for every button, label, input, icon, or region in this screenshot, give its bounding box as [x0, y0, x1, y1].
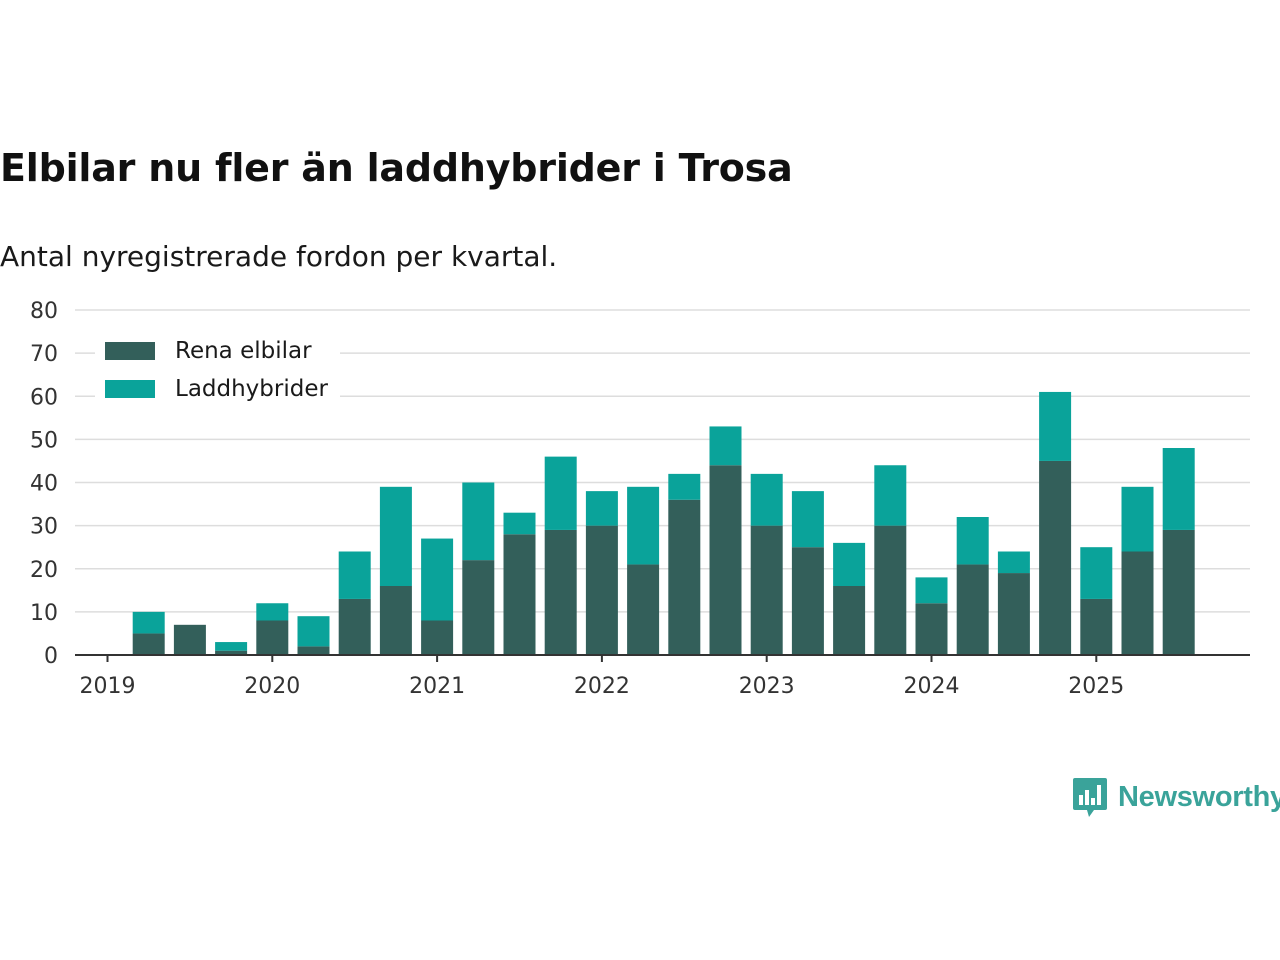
- legend-swatch-rena-elbilar: [105, 342, 155, 360]
- bar-rena-elbilar-6: [338, 598, 371, 655]
- bar-laddhybrider-1: [132, 611, 165, 634]
- newsworthy-logo[interactable]: Newsworthy: [1072, 776, 1280, 818]
- legend-item-rena-elbilar: Rena elbilar: [105, 332, 328, 370]
- bar-rena-elbilar-8: [421, 620, 454, 655]
- bar-rena-elbilar-11: [544, 529, 577, 655]
- x-tick-label-2021: 2021: [409, 674, 465, 699]
- y-tick-label-30: 30: [30, 515, 58, 540]
- chart-legend: Rena elbilar Laddhybrider: [95, 328, 340, 414]
- bar-laddhybrider-26: [1162, 448, 1195, 530]
- bar-laddhybrider-9: [462, 482, 495, 561]
- bar-laddhybrider-12: [585, 491, 618, 526]
- x-tick-label-2020: 2020: [244, 674, 300, 699]
- bar-laddhybrider-3: [215, 642, 248, 651]
- bar-laddhybrider-6: [338, 551, 371, 599]
- bar-rena-elbilar-9: [462, 560, 495, 655]
- bar-rena-elbilar-23: [1039, 460, 1072, 655]
- bar-laddhybrider-19: [874, 465, 907, 526]
- bar-laddhybrider-11: [544, 456, 577, 530]
- bar-rena-elbilar-21: [956, 564, 989, 655]
- bar-laddhybrider-20: [915, 577, 948, 604]
- bar-laddhybrider-4: [256, 603, 289, 621]
- bar-rena-elbilar-13: [627, 564, 660, 655]
- bar-rena-elbilar-2: [173, 624, 206, 655]
- bar-rena-elbilar-19: [874, 525, 907, 655]
- x-tick-label-2025: 2025: [1068, 674, 1124, 699]
- bar-laddhybrider-14: [668, 473, 701, 500]
- chart-subtitle: Antal nyregistrerade fordon per kvartal.: [0, 240, 558, 273]
- bar-rena-elbilar-25: [1121, 551, 1154, 655]
- bar-rena-elbilar-5: [297, 646, 330, 655]
- bar-laddhybrider-25: [1121, 486, 1154, 552]
- bar-rena-elbilar-18: [833, 586, 866, 655]
- bar-laddhybrider-15: [709, 426, 742, 466]
- bar-laddhybrider-18: [833, 542, 866, 586]
- y-tick-label-40: 40: [30, 472, 58, 497]
- x-tick-label-2022: 2022: [574, 674, 630, 699]
- bar-rena-elbilar-26: [1162, 529, 1195, 655]
- bar-laddhybrider-17: [791, 491, 824, 548]
- bar-rena-elbilar-20: [915, 603, 948, 655]
- legend-label-laddhybrider: Laddhybrider: [175, 376, 328, 402]
- bar-laddhybrider-23: [1039, 391, 1072, 461]
- bar-laddhybrider-22: [997, 551, 1030, 574]
- bar-chart-speech-bubble-icon: [1073, 778, 1107, 817]
- bar-laddhybrider-13: [627, 486, 660, 565]
- bar-laddhybrider-24: [1080, 547, 1113, 599]
- bar-rena-elbilar-3: [215, 650, 248, 655]
- bar-laddhybrider-21: [956, 517, 989, 565]
- bar-rena-elbilar-16: [750, 525, 783, 655]
- x-tick-label-2019: 2019: [80, 674, 136, 699]
- x-tick-label-2024: 2024: [904, 674, 960, 699]
- bar-laddhybrider-10: [503, 512, 536, 535]
- bar-rena-elbilar-24: [1080, 598, 1113, 655]
- legend-label-rena-elbilar: Rena elbilar: [175, 338, 312, 364]
- y-tick-label-70: 70: [30, 342, 58, 367]
- bar-rena-elbilar-12: [585, 525, 618, 655]
- logo-text: Newsworthy: [1118, 780, 1280, 813]
- bar-rena-elbilar-1: [132, 633, 165, 655]
- bar-rena-elbilar-17: [791, 547, 824, 655]
- y-tick-label-60: 60: [30, 385, 58, 410]
- bar-rena-elbilar-10: [503, 534, 536, 655]
- legend-swatch-laddhybrider: [105, 380, 155, 398]
- legend-item-laddhybrider: Laddhybrider: [105, 370, 328, 408]
- chart-title: Elbilar nu fler än laddhybrider i Trosa: [0, 146, 793, 190]
- bar-rena-elbilar-15: [709, 465, 742, 655]
- bar-rena-elbilar-14: [668, 499, 701, 655]
- y-tick-label-50: 50: [30, 428, 58, 453]
- bar-laddhybrider-7: [379, 486, 412, 586]
- bar-rena-elbilar-4: [256, 620, 289, 655]
- y-tick-label-80: 80: [30, 299, 58, 324]
- bar-rena-elbilar-22: [997, 573, 1030, 655]
- y-tick-label-0: 0: [44, 644, 58, 669]
- bar-laddhybrider-16: [750, 473, 783, 526]
- bar-laddhybrider-8: [421, 538, 454, 621]
- y-tick-label-20: 20: [30, 558, 58, 583]
- x-tick-label-2023: 2023: [739, 674, 795, 699]
- bar-rena-elbilar-7: [379, 586, 412, 655]
- bar-laddhybrider-5: [297, 616, 330, 647]
- y-tick-label-10: 10: [30, 601, 58, 626]
